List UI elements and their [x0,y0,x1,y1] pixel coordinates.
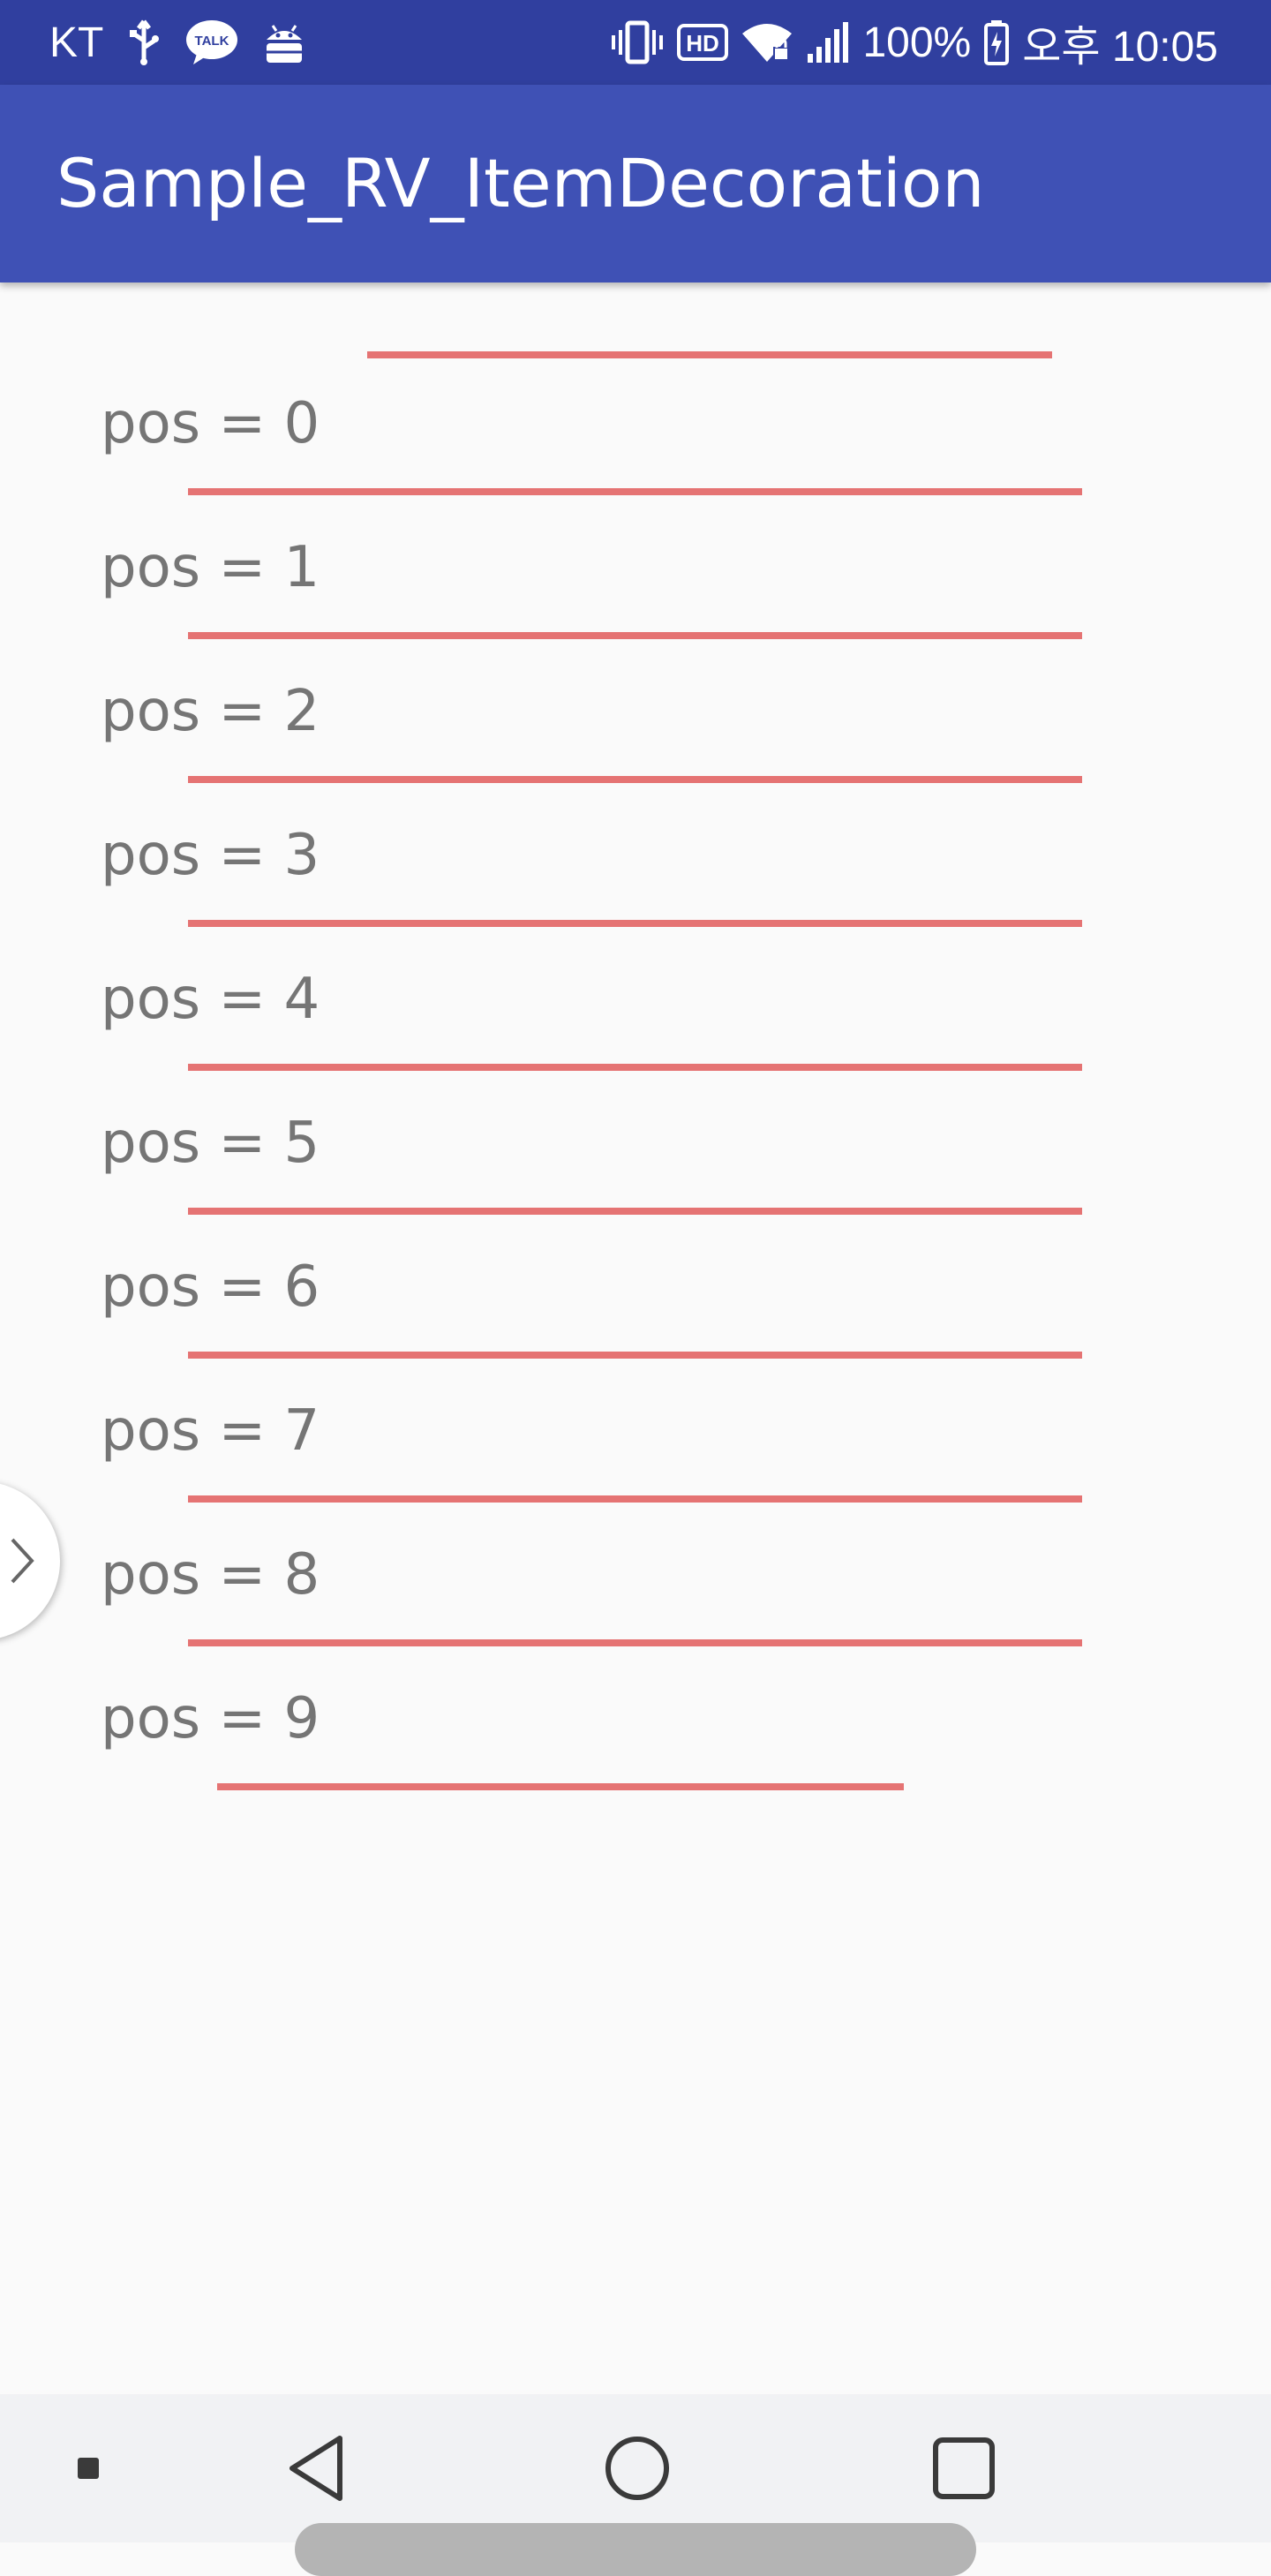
vibrate-icon [610,19,665,65]
signal-icon [806,20,850,64]
item-divider-8 [188,1639,1082,1646]
bottom-divider [217,1783,904,1790]
app-title: Sample_RV_ItemDecoration [56,144,985,222]
item-divider-5 [188,1208,1082,1215]
list-item-6[interactable]: pos = 6 [101,1254,320,1320]
list-item-4[interactable]: pos = 4 [101,967,320,1032]
list-item-2[interactable]: pos = 2 [101,679,320,744]
overview-icon[interactable] [920,2424,1008,2512]
item-divider-2 [188,776,1082,783]
list-item-0[interactable]: pos = 0 [101,391,320,456]
back-icon[interactable] [274,2424,362,2512]
kakaotalk-icon: TALK [184,19,239,66]
list-item-7[interactable]: pos = 7 [101,1398,320,1464]
chevron-right-icon [9,1536,35,1589]
hd-label: HD [687,30,720,56]
carrier-label: KT [49,19,104,66]
item-divider-0 [188,488,1082,495]
navigation-bar [0,2394,1271,2542]
battery-percent: 100% [862,19,972,66]
list-item-8[interactable]: pos = 8 [101,1542,320,1608]
kakao-label: TALK [195,34,229,49]
item-divider-3 [188,920,1082,927]
top-divider [367,351,1052,358]
list-item-3[interactable]: pos = 3 [101,823,320,888]
list-item-9[interactable]: pos = 9 [101,1686,320,1751]
app-bar: Sample_RV_ItemDecoration [0,85,1271,282]
gesture-pill[interactable] [295,2523,976,2576]
battery-icon [983,19,1010,65]
item-divider-4 [188,1064,1082,1071]
home-icon[interactable] [593,2424,681,2512]
edge-panel-handle[interactable] [0,1481,60,1640]
list-item-5[interactable]: pos = 5 [101,1111,320,1176]
item-divider-7 [188,1495,1082,1503]
wifi-icon [741,21,793,64]
hd-icon: HD [677,24,729,61]
item-divider-6 [188,1352,1082,1359]
usb-icon [126,19,162,65]
item-divider-1 [188,632,1082,639]
recent-dot-icon[interactable] [71,2451,106,2486]
android-debug-icon [262,19,306,66]
clock: 오후 10:05 [1022,24,1218,71]
list-item-1[interactable]: pos = 1 [101,535,320,600]
status-bar: KT TALK HD 100% 오후 10:05 [0,0,1271,85]
